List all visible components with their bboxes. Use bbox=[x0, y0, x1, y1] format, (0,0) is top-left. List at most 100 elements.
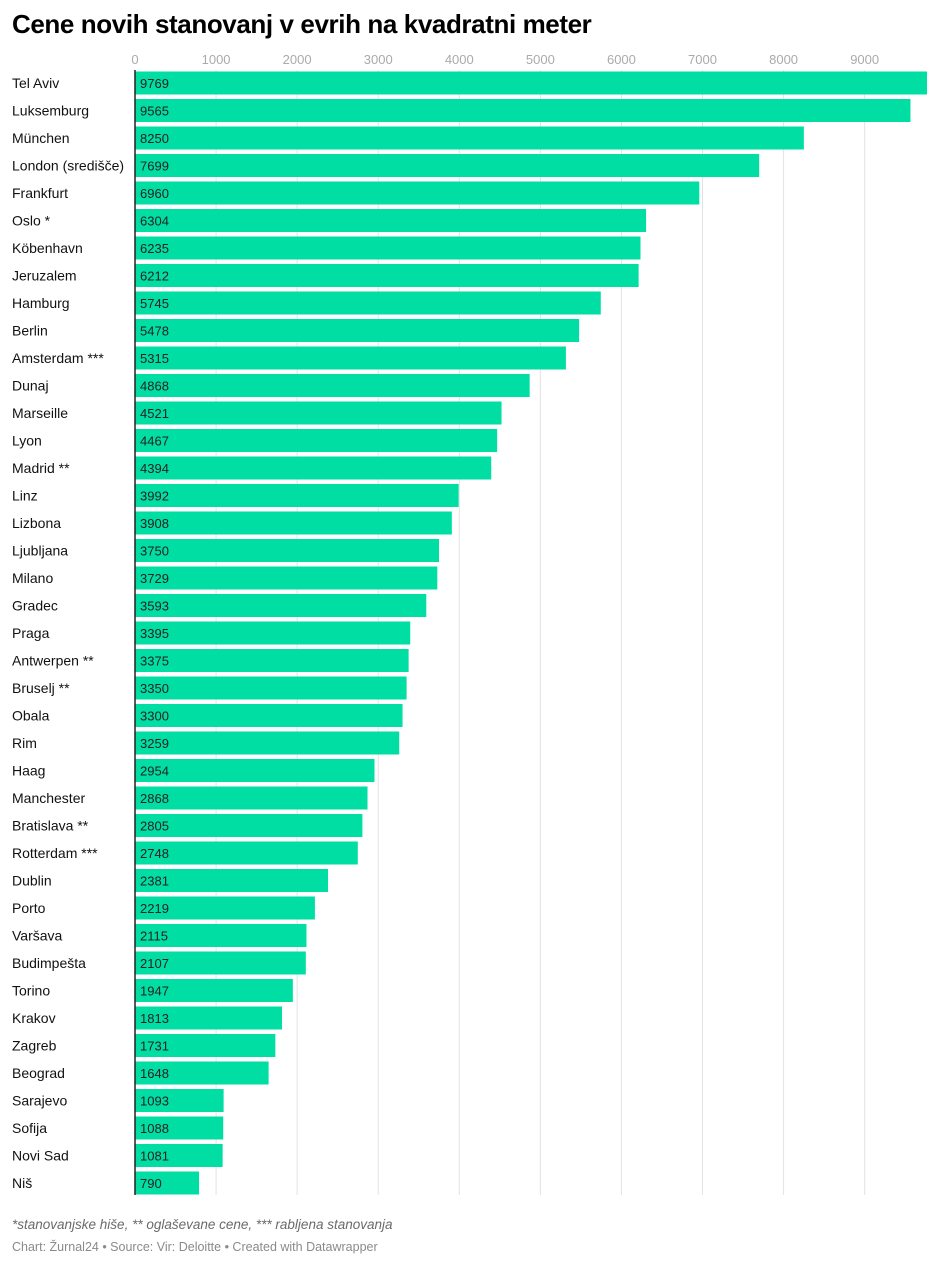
bar bbox=[135, 456, 492, 480]
category-label: Bratislava ** bbox=[12, 818, 89, 834]
bar bbox=[135, 841, 358, 865]
value-label: 4521 bbox=[140, 406, 169, 421]
value-label: 3992 bbox=[140, 489, 169, 504]
category-label: Hamburg bbox=[12, 295, 70, 311]
category-label: London (središče) bbox=[12, 158, 124, 174]
x-tick-label: 3000 bbox=[364, 52, 393, 67]
value-label: 2381 bbox=[140, 874, 169, 889]
value-label: 2115 bbox=[140, 929, 168, 944]
value-label: 1731 bbox=[140, 1039, 169, 1054]
value-label: 1947 bbox=[140, 984, 169, 999]
value-label: 3395 bbox=[140, 626, 169, 641]
value-label: 3259 bbox=[140, 736, 169, 751]
value-label: 9769 bbox=[140, 76, 169, 91]
bar bbox=[135, 71, 927, 95]
category-label: Jeruzalem bbox=[12, 268, 77, 284]
bar bbox=[135, 539, 440, 562]
value-label: 5478 bbox=[140, 324, 169, 339]
bar bbox=[135, 264, 639, 287]
value-label: 6960 bbox=[140, 186, 169, 201]
bar bbox=[135, 346, 566, 370]
bar bbox=[135, 731, 400, 755]
value-label: 1088 bbox=[140, 1121, 169, 1136]
category-label: Niš bbox=[12, 1175, 32, 1191]
chart-title: Cene novih stanovanj v evrih na kvadratn… bbox=[12, 9, 592, 39]
category-label: Praga bbox=[12, 625, 50, 641]
category-label: Rim bbox=[12, 735, 37, 751]
category-label: Berlin bbox=[12, 323, 48, 339]
category-label: Madrid ** bbox=[12, 460, 70, 476]
value-label: 6235 bbox=[140, 241, 169, 256]
value-label: 5315 bbox=[140, 351, 169, 366]
value-label: 3375 bbox=[140, 654, 169, 669]
category-label: Linz bbox=[12, 488, 38, 504]
category-label: Luksemburg bbox=[12, 103, 89, 119]
value-label: 4868 bbox=[140, 379, 169, 394]
bar bbox=[135, 786, 368, 810]
bar bbox=[135, 676, 407, 700]
bar bbox=[135, 951, 306, 975]
bar bbox=[135, 484, 459, 507]
value-label: 790 bbox=[140, 1176, 162, 1191]
value-label: 4394 bbox=[140, 461, 169, 476]
category-label: Gradec bbox=[12, 598, 58, 614]
bar bbox=[135, 319, 580, 342]
value-label: 8250 bbox=[140, 131, 169, 146]
category-label: Sarajevo bbox=[12, 1093, 67, 1109]
bar bbox=[135, 1061, 269, 1085]
category-label: Antwerpen ** bbox=[12, 653, 94, 669]
value-label: 2107 bbox=[140, 956, 169, 971]
bar bbox=[135, 291, 601, 315]
bar bbox=[135, 649, 409, 672]
category-label: Krakov bbox=[12, 1010, 56, 1026]
value-label: 3593 bbox=[140, 599, 169, 614]
bar bbox=[135, 1006, 282, 1030]
value-label: 4467 bbox=[140, 434, 169, 449]
bar bbox=[135, 511, 452, 535]
bar bbox=[135, 99, 911, 122]
category-label: Novi Sad bbox=[12, 1148, 69, 1164]
value-label: 1081 bbox=[140, 1149, 169, 1164]
bar bbox=[135, 126, 804, 150]
category-label: Manchester bbox=[12, 790, 85, 806]
x-tick-label: 1000 bbox=[202, 52, 231, 67]
value-label: 3750 bbox=[140, 544, 169, 559]
chart-notes: *stanovanjske hiše, ** oglaševane cene, … bbox=[12, 1217, 393, 1232]
category-label: Ljubljana bbox=[12, 543, 68, 559]
category-label: Frankfurt bbox=[12, 185, 68, 201]
value-label: 1648 bbox=[140, 1066, 169, 1081]
x-tick-label: 0 bbox=[131, 52, 138, 67]
value-label: 2868 bbox=[140, 791, 169, 806]
category-label: Dublin bbox=[12, 873, 52, 889]
value-label: 3350 bbox=[140, 681, 169, 696]
category-label: Lyon bbox=[12, 433, 42, 449]
value-label: 3729 bbox=[140, 571, 169, 586]
value-label: 2219 bbox=[140, 901, 169, 916]
value-label: 6212 bbox=[140, 269, 169, 284]
bar bbox=[135, 1144, 223, 1167]
category-label: Budimpešta bbox=[12, 955, 86, 971]
bar bbox=[135, 401, 502, 425]
category-label: Amsterdam *** bbox=[12, 350, 104, 366]
value-label: 6304 bbox=[140, 214, 169, 229]
x-tick-label: 8000 bbox=[769, 52, 798, 67]
category-label: Obala bbox=[12, 708, 50, 724]
bar bbox=[135, 1171, 200, 1195]
category-label: Oslo * bbox=[12, 213, 51, 229]
category-label: Varšava bbox=[12, 928, 63, 944]
bar bbox=[135, 896, 315, 920]
bar bbox=[135, 429, 498, 452]
x-tick-label: 9000 bbox=[850, 52, 879, 67]
category-label: Rotterdam *** bbox=[12, 845, 98, 861]
bar bbox=[135, 181, 700, 205]
value-label: 5745 bbox=[140, 296, 169, 311]
x-tick-label: 6000 bbox=[607, 52, 636, 67]
x-tick-label: 5000 bbox=[526, 52, 555, 67]
bar bbox=[135, 374, 530, 397]
category-label: Haag bbox=[12, 763, 45, 779]
value-label: 7699 bbox=[140, 159, 169, 174]
category-label: Porto bbox=[12, 900, 46, 916]
value-label: 2748 bbox=[140, 846, 169, 861]
bar bbox=[135, 814, 363, 837]
